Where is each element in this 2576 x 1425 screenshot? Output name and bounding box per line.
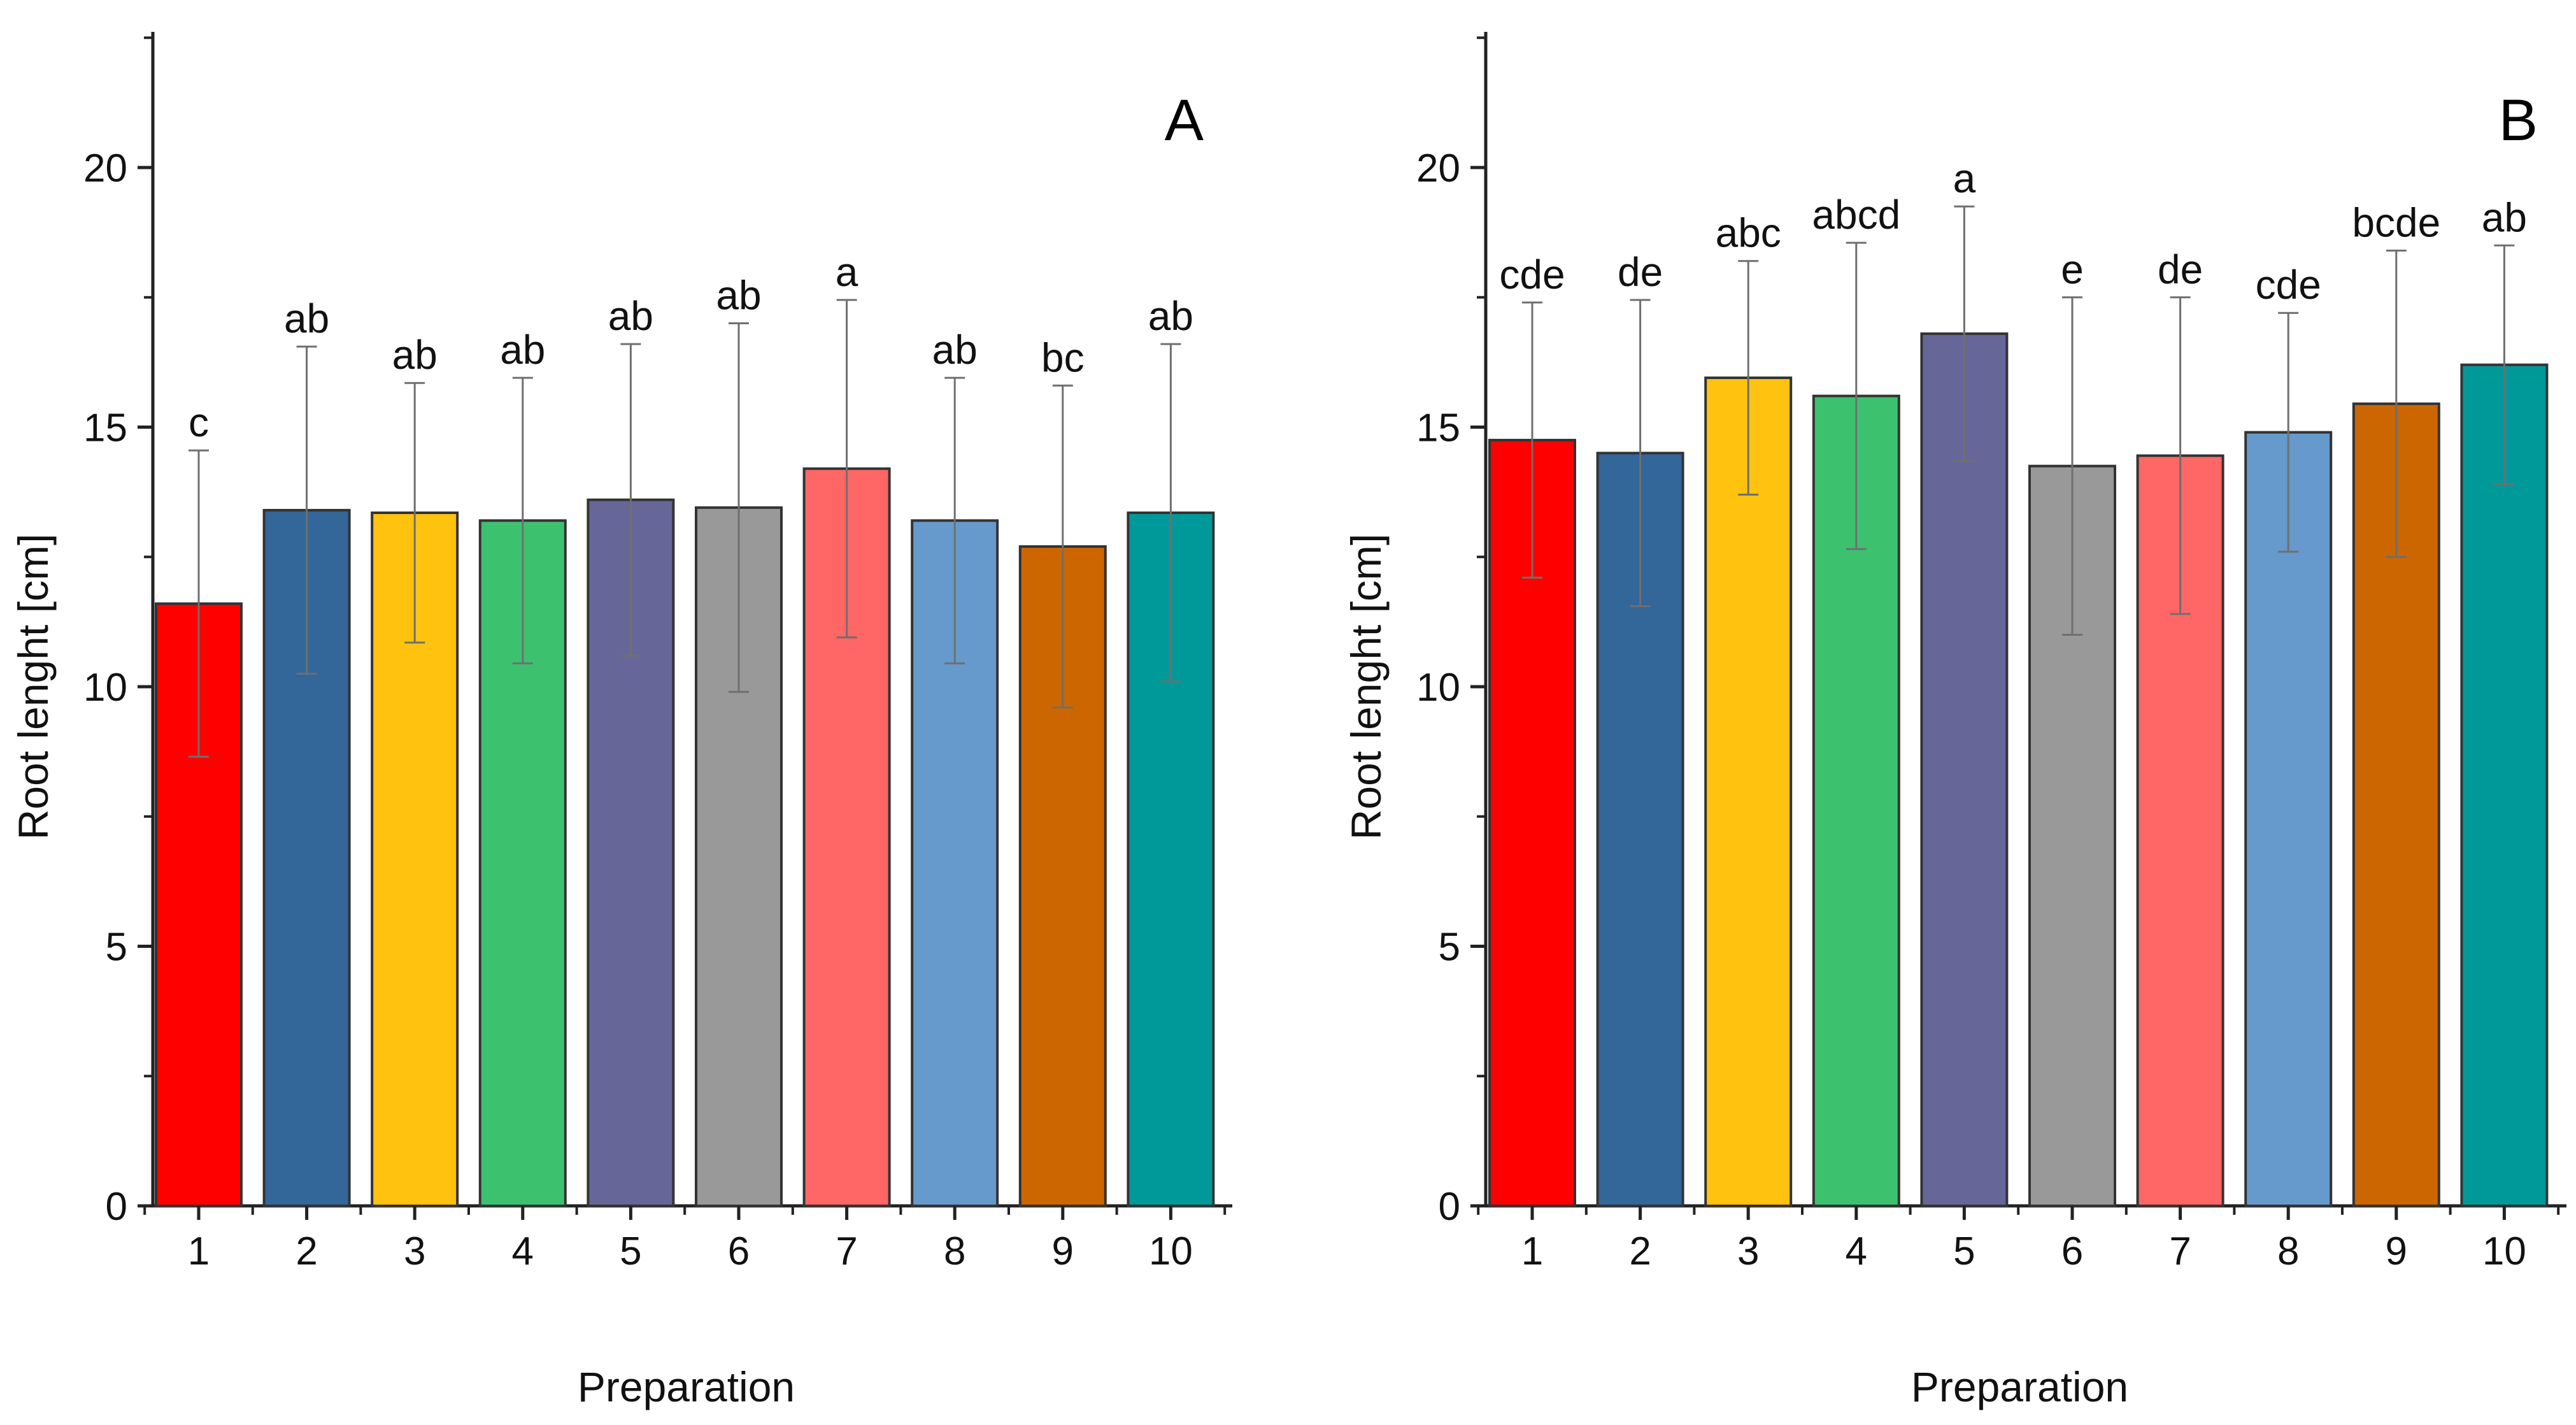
significance-label: ab	[2482, 194, 2527, 240]
y-tick-label: 10	[1416, 666, 1460, 710]
y-tick-label: 15	[83, 406, 127, 450]
bar-5	[1920, 332, 2009, 1207]
significance-label: cde	[2256, 262, 2321, 308]
x-tick-label: 1	[1521, 1229, 1543, 1273]
x-tick-label: 10	[2482, 1229, 2526, 1273]
x-tick-label: 5	[1953, 1229, 1975, 1273]
significance-label: ab	[716, 273, 761, 319]
panel-b: 0 5 10 15 20 cde 1 de 2 abc 3 abcd 4 a 5 e 6 de 7 cde 8 bcde 9…	[1342, 32, 2566, 1410]
y-tick-label: 5	[106, 926, 127, 970]
x-tick-label: 9	[2386, 1229, 2407, 1273]
significance-label: bcde	[2352, 199, 2440, 245]
x-tick-label: 2	[1629, 1229, 1651, 1273]
x-tick-label: 4	[1846, 1229, 1867, 1273]
y-axis-label: Root lenght [cm]	[10, 534, 57, 840]
x-tick-label: 4	[512, 1229, 534, 1273]
bar-8	[2244, 431, 2333, 1207]
x-tick-label: 9	[1052, 1229, 1074, 1273]
panel-label: A	[1165, 88, 1204, 153]
significance-label: bc	[1041, 334, 1085, 380]
significance-label: de	[1618, 249, 1663, 295]
bar-10	[2460, 363, 2549, 1208]
significance-label: de	[2158, 247, 2203, 292]
significance-label: c	[189, 399, 209, 445]
significance-label: ab	[392, 332, 438, 378]
significance-label: cde	[1499, 252, 1565, 297]
significance-label: ab	[500, 327, 545, 373]
y-tick-label: 0	[106, 1185, 127, 1229]
significance-label: abc	[1716, 210, 1781, 256]
y-tick-label: 0	[1439, 1185, 1460, 1229]
x-axis-label: Preparation	[1911, 1363, 2128, 1410]
x-tick-label: 7	[836, 1229, 857, 1273]
x-tick-label: 3	[1737, 1229, 1759, 1273]
panel-a: 0 5 10 15 20 c 1 ab 2 ab 3 ab 4 ab 5 ab 6 a 7 ab 8 bc 9 ab 10 Roo…	[10, 32, 1232, 1410]
x-tick-label: 8	[944, 1229, 965, 1273]
significance-label: e	[2061, 247, 2084, 292]
significance-label: a	[836, 249, 858, 295]
significance-label: a	[1953, 155, 1976, 201]
x-tick-label: 10	[1149, 1229, 1193, 1273]
x-tick-label: 6	[2061, 1229, 2083, 1273]
x-tick-label: 7	[2169, 1229, 2191, 1273]
y-tick-label: 10	[83, 666, 127, 710]
x-tick-label: 5	[620, 1229, 641, 1273]
y-tick-label: 15	[1416, 406, 1460, 450]
significance-label: ab	[932, 327, 978, 373]
panel-label: B	[2499, 88, 2538, 153]
x-axis-label: Preparation	[578, 1363, 795, 1410]
x-tick-label: 1	[188, 1229, 210, 1273]
significance-label: ab	[284, 296, 329, 341]
significance-label: ab	[1148, 293, 1193, 339]
y-tick-label: 5	[1439, 926, 1460, 970]
x-tick-label: 6	[728, 1229, 750, 1273]
bar-3	[1704, 376, 1793, 1208]
x-tick-label: 8	[2277, 1229, 2299, 1273]
x-tick-label: 3	[404, 1229, 425, 1273]
y-tick-label: 20	[1416, 147, 1460, 190]
y-tick-label: 20	[83, 147, 127, 190]
significance-label: abcd	[1812, 192, 1900, 238]
y-axis-label: Root lenght [cm]	[1342, 534, 1390, 840]
significance-label: ab	[608, 293, 653, 339]
x-tick-label: 2	[295, 1229, 317, 1273]
